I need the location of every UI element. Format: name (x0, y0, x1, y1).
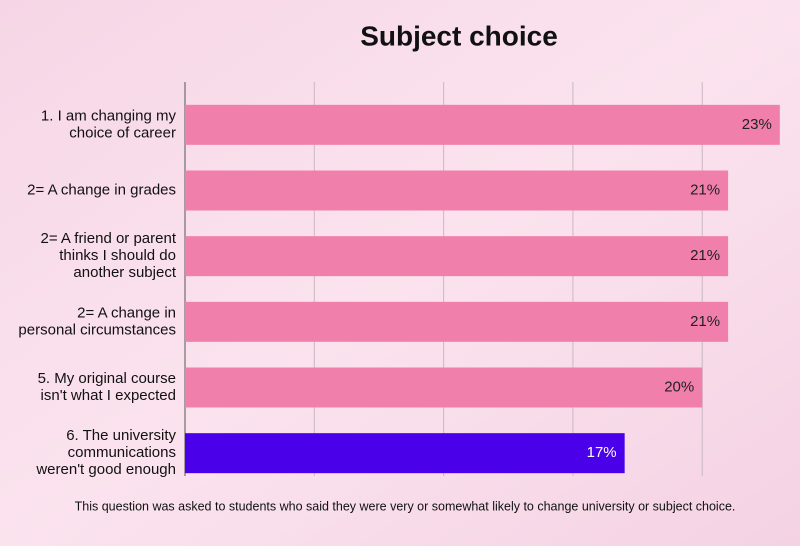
label-line: another subject (73, 264, 176, 281)
label-line: 2= A change in grades (27, 181, 176, 198)
label-line: 6. The university (66, 427, 176, 444)
y-tick-label: 5. My original course isn't what I expect… (38, 370, 176, 404)
y-tick-label: 2= A change in grades (27, 181, 176, 198)
bar (185, 301, 729, 342)
footnote: This question was asked to students who … (75, 499, 736, 513)
bar (185, 104, 780, 145)
label-line: personal circumstances (18, 321, 176, 338)
data-label: 21% (690, 181, 720, 198)
data-label: 21% (690, 247, 720, 264)
bar (185, 367, 703, 408)
data-label: 23% (742, 116, 772, 133)
label-line: isn't what I expected (41, 387, 176, 404)
bar (185, 236, 729, 277)
y-tick-label: 1. I am changing my choice of career (41, 107, 177, 141)
chart-title: Subject choice (360, 20, 558, 51)
bar (185, 433, 625, 474)
label-line: choice of career (69, 124, 176, 141)
label-line: weren't good enough (35, 461, 176, 478)
data-label: 21% (690, 313, 720, 330)
y-tick-label: 2= A change in personal circumstances (18, 304, 176, 338)
label-line: thinks I should do (59, 247, 176, 264)
label-line: 2= A change in (77, 304, 176, 321)
data-label: 17% (587, 444, 617, 461)
label-line: 2= A friend or parent (40, 230, 176, 247)
label-line: 5. My original course (38, 370, 176, 387)
bar (185, 170, 729, 211)
label-line: 1. I am changing my (41, 107, 177, 124)
y-tick-label: 6. The university communications weren't g… (35, 427, 176, 478)
data-label: 20% (664, 378, 694, 395)
y-tick-label: 2= A friend or parent thinks I should do a… (40, 230, 176, 281)
label-line: communications (68, 444, 176, 461)
